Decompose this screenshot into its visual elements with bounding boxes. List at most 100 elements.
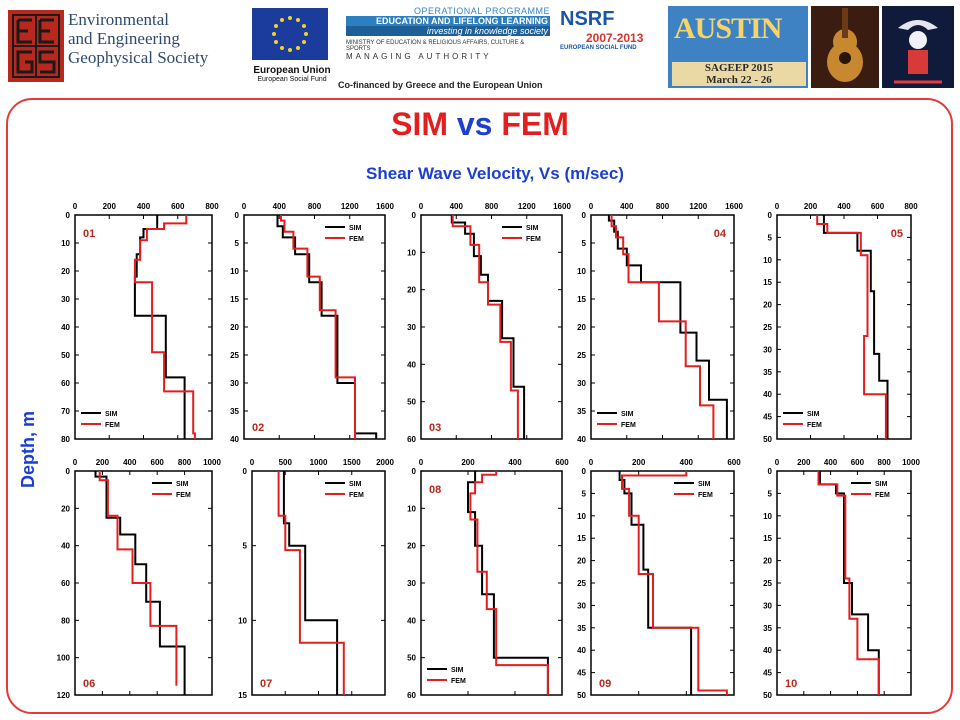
y-tick-label: 40 <box>407 616 416 625</box>
legend-label-sim: SIM <box>349 481 362 488</box>
panel-label-04: 04 <box>714 228 727 240</box>
series-line-fem-05 <box>816 215 887 439</box>
y-tick-label: 60 <box>61 579 70 588</box>
plot-area-01 <box>74 214 213 440</box>
op-line-4: MINISTRY OF EDUCATION & RELIGIOUS AFFAIR… <box>346 40 525 52</box>
y-tick-label: 20 <box>407 286 416 295</box>
legend-label-sim: SIM <box>176 481 189 488</box>
sageep-title: SAGEEP 2015 <box>704 62 774 74</box>
series-line-fem-01 <box>133 215 196 439</box>
x-tick-label: 800 <box>878 458 892 467</box>
y-tick-label: 5 <box>582 239 587 248</box>
series-line-fem-04 <box>610 215 715 439</box>
x-tick-label: 0 <box>419 458 424 467</box>
header-banner: Environmental and Engineering Geophysica… <box>0 0 960 98</box>
x-tick-label: 1600 <box>553 202 571 211</box>
eu-flag-icon <box>252 8 328 60</box>
legend-label-fem: FEM <box>621 422 636 429</box>
x-tick-label: 400 <box>824 458 838 467</box>
x-tick-label: 200 <box>804 202 818 211</box>
y-tick-label: 0 <box>243 467 248 476</box>
panel-label-06: 06 <box>83 678 95 690</box>
legend-label-sim: SIM <box>526 225 539 232</box>
y-tick-label: 60 <box>407 435 416 444</box>
y-tick-label: 10 <box>230 267 239 276</box>
legend-label-sim: SIM <box>807 411 820 418</box>
x-tick-label: 400 <box>837 202 851 211</box>
y-tick-label: 35 <box>763 368 772 377</box>
y-tick-label: 20 <box>763 557 772 566</box>
x-tick-label: 1000 <box>310 458 328 467</box>
x-tick-label: 400 <box>620 202 634 211</box>
legend-label-fem: FEM <box>807 422 822 429</box>
y-tick-label: 5 <box>582 489 587 498</box>
series-line-sim-08 <box>467 471 549 695</box>
cowboy-neon-image <box>882 6 954 88</box>
series-line-fem-10 <box>817 471 880 695</box>
legend-label-fem: FEM <box>105 422 120 429</box>
x-tick-label: 1200 <box>689 202 707 211</box>
title-sim: SIM <box>391 106 448 142</box>
y-tick-label: 0 <box>412 211 417 220</box>
y-tick-label: 20 <box>763 301 772 310</box>
nsrf-years: 2007-2013 <box>586 31 644 45</box>
op-line-1: OPERATIONAL PROGRAMME <box>413 6 550 16</box>
x-tick-label: 500 <box>279 458 293 467</box>
x-tick-label: 200 <box>103 202 117 211</box>
sageep-banner: SAGEEP 2015 March 22 - 26 <box>672 62 806 86</box>
x-tick-label: 1000 <box>902 458 920 467</box>
y-tick-label: 10 <box>763 512 772 521</box>
y-tick-label: 15 <box>577 295 586 304</box>
y-tick-label: 30 <box>407 323 416 332</box>
y-tick-label: 35 <box>577 624 586 633</box>
series-line-fem-06 <box>98 471 178 686</box>
y-tick-label: 50 <box>61 351 70 360</box>
y-tick-label: 45 <box>763 669 772 678</box>
society-line-1: Environmental <box>68 10 170 29</box>
eegs-logo-icon <box>8 10 64 82</box>
y-tick-label: 0 <box>768 211 773 220</box>
y-tick-label: 30 <box>763 601 772 610</box>
x-tick-label: 200 <box>461 458 475 467</box>
eu-logo: European Union European Social Fund <box>252 8 332 83</box>
y-tick-label: 20 <box>61 267 70 276</box>
y-tick-label: 40 <box>763 646 772 655</box>
legend-label-sim: SIM <box>105 411 118 418</box>
op-line-3: investing in knowledge society <box>346 26 550 36</box>
chart-subtitle: Shear Wave Velocity, Vs (m/sec) <box>366 164 624 183</box>
y-tick-label: 15 <box>238 691 247 700</box>
x-tick-label: 800 <box>308 202 322 211</box>
y-tick-label: 20 <box>407 542 416 551</box>
y-tick-label: 30 <box>763 345 772 354</box>
x-tick-label: 600 <box>171 202 185 211</box>
y-tick-label: 30 <box>577 379 586 388</box>
x-tick-label: 400 <box>450 202 464 211</box>
legend-label-sim: SIM <box>451 667 464 674</box>
y-tick-label: 25 <box>230 351 239 360</box>
series-line-sim-04 <box>607 215 728 439</box>
y-tick-label: 0 <box>582 211 587 220</box>
x-tick-label: 800 <box>178 458 192 467</box>
y-tick-label: 10 <box>763 256 772 265</box>
plot-area-04 <box>590 214 735 440</box>
y-tick-label: 10 <box>577 512 586 521</box>
x-tick-label: 600 <box>851 458 865 467</box>
series-line-fem-09 <box>621 471 728 695</box>
y-tick-label: 0 <box>412 467 417 476</box>
y-tick-label: 40 <box>763 390 772 399</box>
y-tick-label: 15 <box>577 534 586 543</box>
x-tick-label: 0 <box>775 458 780 467</box>
plot-area-05 <box>776 214 912 440</box>
y-tick-label: 0 <box>66 467 71 476</box>
y-tick-label: 35 <box>230 407 239 416</box>
esf-label: European Social Fund <box>257 76 327 83</box>
x-tick-label: 800 <box>656 202 670 211</box>
x-tick-label: 800 <box>904 202 918 211</box>
x-tick-label: 1000 <box>203 458 221 467</box>
x-tick-label: 0 <box>589 458 594 467</box>
y-tick-label: 70 <box>61 407 70 416</box>
nsrf-bottom: EUROPEAN SOCIAL FUND <box>560 45 637 51</box>
plot-area-09 <box>590 470 735 696</box>
y-tick-label: 40 <box>61 323 70 332</box>
